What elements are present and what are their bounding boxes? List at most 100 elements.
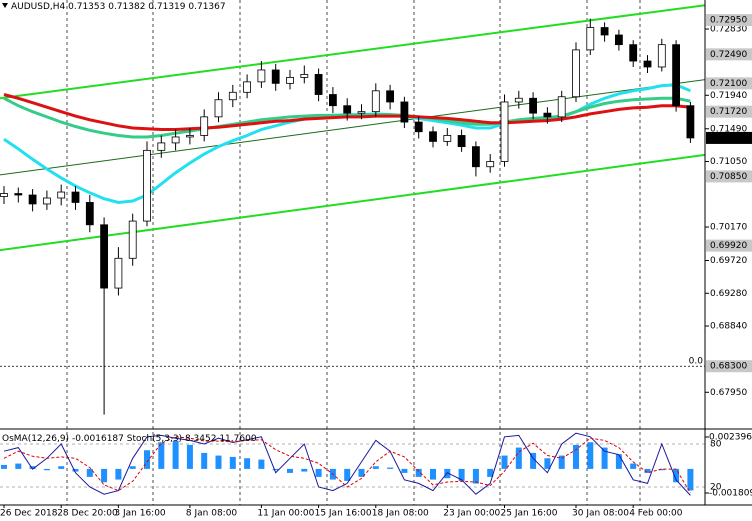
candle-body [586, 27, 595, 51]
stoch-tick-label: 80 [710, 439, 722, 449]
osma-bar [387, 467, 394, 469]
osma-bar [244, 458, 251, 469]
osma-bar [501, 455, 508, 469]
stoch-line [3, 436, 691, 494]
level-label: 0.72100 [710, 79, 747, 89]
osma-bar [172, 440, 179, 469]
osma-bar [58, 466, 65, 469]
candle-body [171, 136, 180, 144]
x-tick-label: 3 Jan 16:00 [114, 509, 166, 519]
trend-line [0, 4, 706, 100]
price-panel: 0.0 [0, 4, 706, 415]
current-price-label: 0.71367 [710, 133, 747, 143]
level-label: 0.71720 [710, 107, 747, 117]
x-tick-label: 11 Jan 00:00 [257, 509, 314, 519]
y-tick-label: 0.71050 [710, 157, 747, 167]
osma-bar [101, 468, 108, 483]
candle-body [300, 74, 309, 78]
y-tick-label: 0.68840 [710, 322, 747, 332]
candle-body [143, 149, 151, 222]
y-tick-label: 0.67950 [710, 388, 747, 398]
stoch-main-value: 8.3452 [185, 434, 217, 444]
candle-body [128, 220, 137, 259]
osma-bar [601, 447, 608, 469]
symbol: AUDUSD,H4 [11, 2, 66, 12]
trend-line [0, 79, 706, 176]
level-box [706, 360, 752, 373]
x-tick-label: 8 Jan 08:00 [186, 509, 238, 519]
osma-bar [444, 468, 451, 479]
osma-bar [86, 468, 93, 477]
osma-bar [530, 452, 537, 469]
candle-body [14, 193, 23, 196]
y-tick-label: 0.69280 [710, 289, 747, 299]
x-tick-label: 23 Jan 00:00 [443, 509, 500, 519]
candle-body [357, 111, 366, 114]
level-box [706, 48, 752, 61]
candle-body [200, 116, 209, 136]
candle-body [85, 202, 94, 226]
osma-bar [630, 463, 637, 469]
osma-bar [658, 468, 665, 471]
osma-tick-label: 0.0023964 [709, 432, 752, 442]
osma-bar [415, 468, 422, 477]
y-tick-label: 0.71490 [710, 124, 747, 134]
osma-bar [144, 450, 150, 469]
osma-bar [315, 468, 322, 477]
candle-body [386, 90, 395, 103]
x-tick-label: 4 Feb 00:00 [629, 509, 683, 519]
candle-body [314, 74, 323, 95]
candle-body [185, 135, 194, 138]
osma-bar [372, 466, 379, 469]
osma-bar [430, 468, 436, 480]
candle-body [271, 69, 280, 84]
x-tick-label: 15 Jan 16:00 [315, 509, 372, 519]
candle-body [28, 194, 37, 205]
level-box [706, 105, 752, 118]
level-label: 0.72950 [710, 16, 747, 26]
level-box [706, 14, 752, 27]
osma-value: -0.0016187 [72, 434, 124, 444]
osma-bar [644, 468, 651, 473]
axes: 0.72830 0.71940 0.71490 0.71050 0.70170 0.697… [0, 14, 752, 519]
candle-body [486, 161, 495, 168]
y-tick-label: 0.72830 [710, 25, 747, 35]
x-tick-label: 26 Dec 2018 [0, 509, 58, 519]
level-box [706, 170, 752, 183]
trend-line [0, 153, 706, 252]
quote: 0.71353 0.71382 0.71319 0.71367 [68, 2, 225, 12]
candle-body [286, 77, 294, 84]
candle-body [443, 135, 452, 142]
osma-bar [573, 444, 579, 469]
candle-body [328, 94, 337, 107]
candle-body [529, 97, 537, 114]
candle-body [471, 146, 480, 168]
candle-body [429, 131, 437, 142]
candle-body [414, 121, 423, 133]
osma-bar [29, 466, 36, 469]
y-tick-label: 0.70170 [710, 223, 747, 233]
x-tick-label: 18 Jan 08:00 [372, 509, 429, 519]
level-box [706, 239, 752, 252]
candle-body [343, 105, 352, 114]
fibo-label: 0.0 [689, 357, 704, 367]
osma-bar [458, 468, 465, 481]
level-label: 0.70850 [710, 172, 747, 182]
osma-bar [186, 444, 193, 469]
osma-bar [15, 463, 22, 469]
osma-bar [687, 468, 694, 491]
x-tick-label: 30 Jan 08:00 [572, 509, 629, 519]
candle-body [157, 142, 166, 151]
candle-body [657, 44, 666, 68]
oscillator-panel [0, 432, 705, 496]
candle-body [629, 44, 638, 62]
candle-body [615, 34, 623, 46]
osma-bar [258, 459, 265, 469]
x-tick-label: 28 Dec 20:00 [57, 509, 118, 519]
oscillator-header: OsMA(12,26,9) -0.0016187 Stoch(5,3,3) 8.… [2, 434, 257, 444]
level-box [706, 77, 752, 90]
osma-bar [272, 468, 279, 471]
osma-bar [229, 456, 236, 469]
osma-bar [615, 454, 622, 469]
candle-body [600, 27, 609, 36]
